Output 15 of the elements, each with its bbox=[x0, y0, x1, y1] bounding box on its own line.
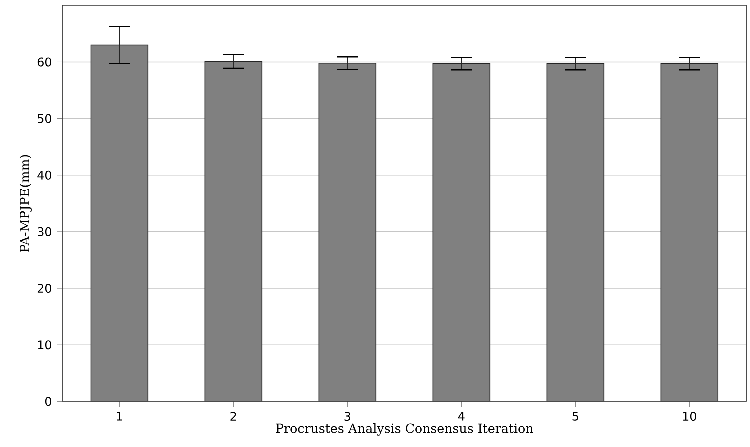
x-tick-label: 10 bbox=[683, 412, 696, 422]
x-tick-label: 2 bbox=[230, 412, 236, 421]
y-tick-label: 10 bbox=[38, 340, 52, 350]
x-tick-label: 3 bbox=[344, 412, 351, 422]
y-tick-label: 60 bbox=[38, 58, 52, 67]
y-tick-label: 30 bbox=[38, 227, 52, 236]
y-tick-label: 50 bbox=[38, 114, 52, 124]
x-tick-label: 1 bbox=[117, 412, 122, 421]
x-axis-title: Procrustes Analysis Consensus Iteration bbox=[276, 424, 534, 436]
y-tick-label: 0 bbox=[45, 397, 52, 406]
y-axis-title: PA-MPJPE(mm) bbox=[20, 155, 32, 252]
x-tick-label: 5 bbox=[572, 412, 578, 421]
x-tick-label: 4 bbox=[458, 412, 465, 421]
y-tick-label: 40 bbox=[38, 170, 52, 180]
y-tick-label: 20 bbox=[38, 284, 52, 294]
